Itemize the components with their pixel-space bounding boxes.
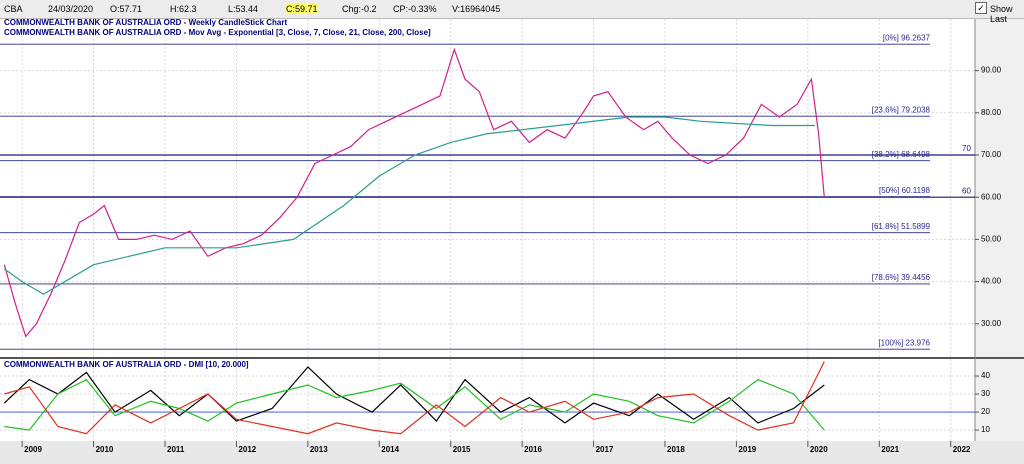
fib-label: [61.8%] 51.5899	[872, 222, 931, 231]
y-tick-label: 40.00	[981, 277, 1002, 286]
series-line	[3, 47, 825, 338]
toolbar: CBA 24/03/2020 O:57.71 H:62.3 L:53.44 C:…	[0, 0, 1024, 24]
x-tick-label: 2018	[667, 445, 685, 454]
x-tick-label: 2012	[238, 445, 256, 454]
change-pct: CP:-0.33%	[393, 4, 437, 14]
open: O:57.71	[110, 4, 143, 14]
symbol: CBA	[4, 4, 23, 14]
date: 24/03/2020	[48, 4, 94, 14]
x-tick-label: 2011	[167, 445, 185, 454]
y-tick-label: 20	[981, 407, 990, 416]
series-line	[3, 116, 815, 295]
y-tick-label: 50.00	[981, 235, 1002, 244]
chart: COMMONWEALTH BANK OF AUSTRALIA ORD - Wee…	[0, 19, 1024, 464]
x-axis-band	[0, 441, 1024, 464]
y-tick-label: 70.00	[981, 150, 1002, 159]
fib-label: [78.6%] 39.4456	[872, 273, 931, 282]
y-tick-label: 80.00	[981, 108, 1002, 117]
fib-label: [50%] 60.1198	[879, 186, 931, 195]
x-tick-label: 2019	[738, 445, 756, 454]
fib-label: [23.6%] 79.2038	[872, 105, 931, 114]
high: H:62.3	[170, 4, 197, 14]
chart-title: COMMONWEALTH BANK OF AUSTRALIA ORD - Wee…	[4, 19, 287, 27]
fib-label: [100%] 23.976	[878, 338, 930, 347]
horizontal-line-label: 60	[962, 186, 971, 195]
x-tick-label: 2009	[24, 445, 42, 454]
series-line	[4, 361, 825, 435]
y-tick-label: 30	[981, 389, 990, 398]
y-tick-label: 30.00	[981, 319, 1002, 328]
y-tick-label: 40	[981, 371, 990, 380]
low: L:53.44	[228, 4, 259, 14]
fib-label: [38.2%] 68.6498	[872, 150, 931, 159]
close: C:59.71	[286, 4, 318, 14]
y-tick-label: 10	[981, 425, 990, 434]
x-tick-label: 2020	[810, 445, 828, 454]
volume: V:16964045	[452, 4, 501, 14]
x-tick-label: 2015	[453, 445, 471, 454]
chart-subtitle: COMMONWEALTH BANK OF AUSTRALIA ORD - Mov…	[4, 28, 431, 37]
x-tick-label: 2021	[881, 445, 899, 454]
x-tick-label: 2016	[524, 445, 542, 454]
x-tick-label: 2017	[596, 445, 614, 454]
dmi-title: COMMONWEALTH BANK OF AUSTRALIA ORD - DMI…	[4, 360, 249, 369]
x-tick-label: 2010	[96, 445, 114, 454]
x-tick-label: 2022	[953, 445, 971, 454]
x-tick-label: 2013	[310, 445, 328, 454]
y-tick-label: 90.00	[981, 66, 1002, 75]
horizontal-line-label: 70	[962, 144, 971, 153]
series-line	[3, 366, 825, 424]
y-tick-label: 60.00	[981, 192, 1002, 201]
x-tick-label: 2014	[381, 445, 399, 454]
change: Chg:-0.2	[342, 4, 377, 14]
plot-background	[0, 19, 975, 441]
show-last-label[interactable]: Show Last	[990, 4, 1013, 24]
checkbox[interactable]: ✓	[975, 2, 987, 14]
fib-label: [0%] 96.2637	[883, 33, 931, 42]
